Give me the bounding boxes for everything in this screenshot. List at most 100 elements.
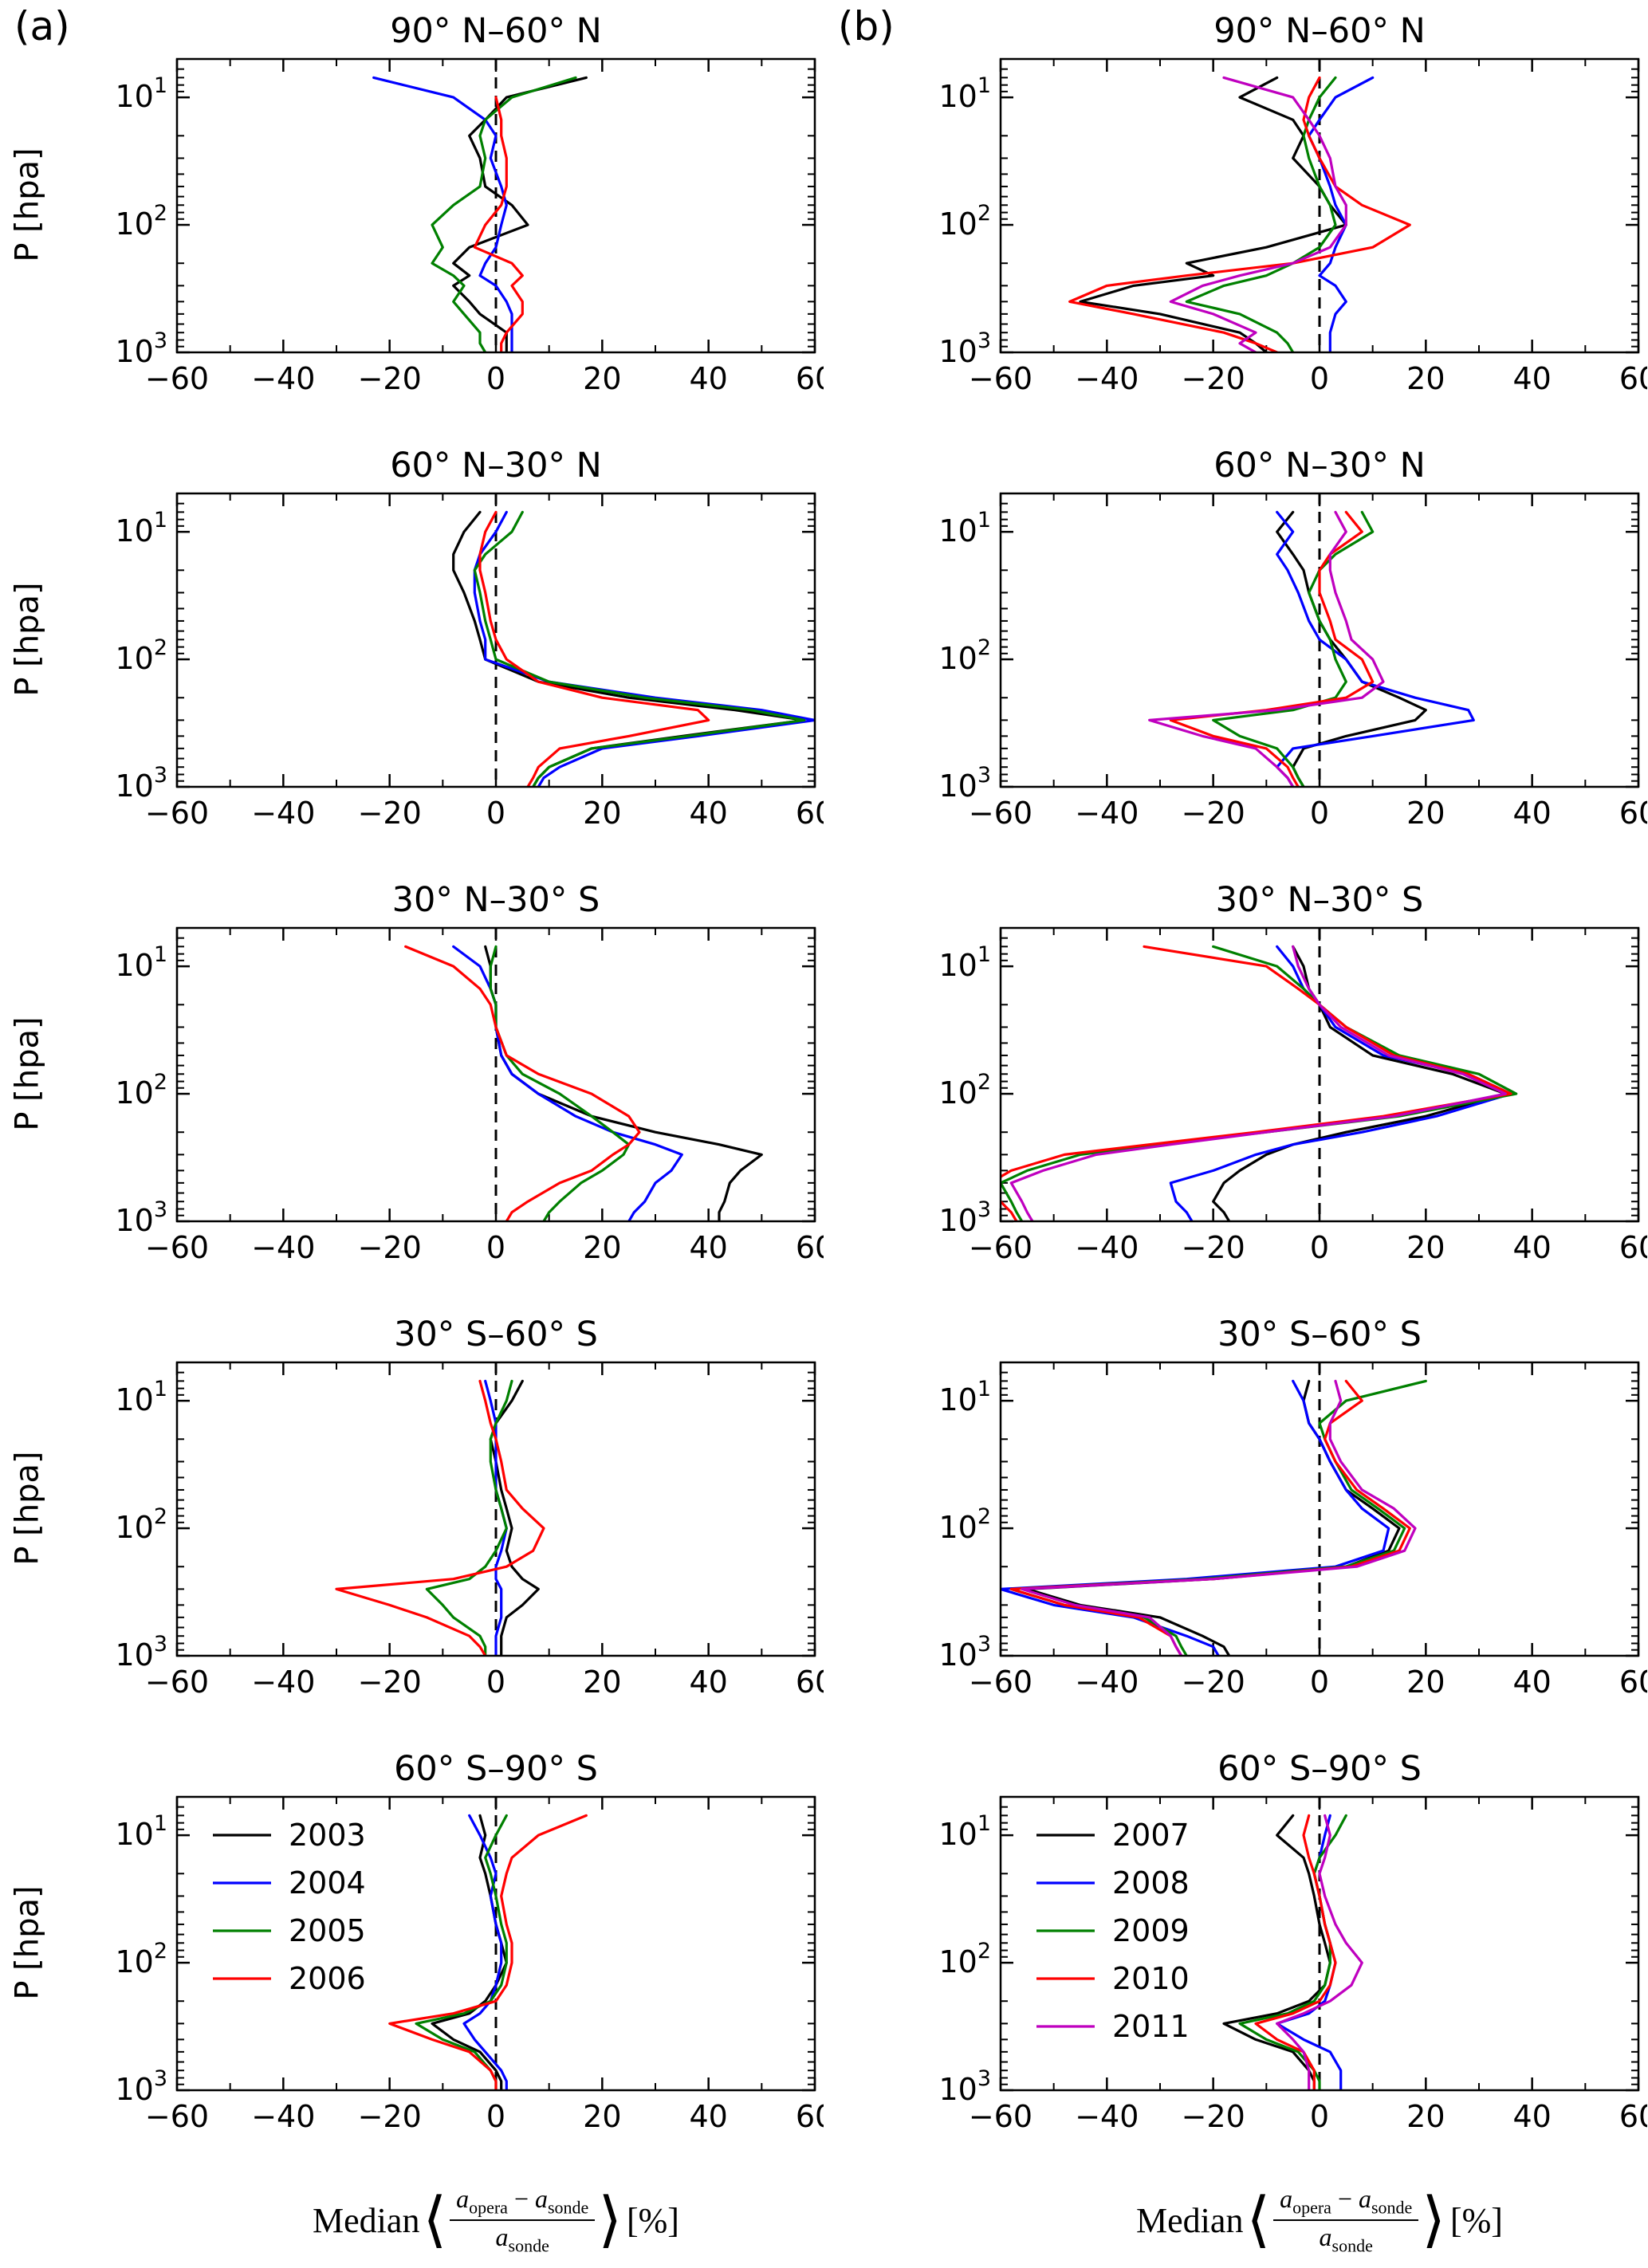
y-axis-label: P [hpa] — [10, 147, 46, 262]
legend-label-2010: 2010 — [1112, 1961, 1190, 1996]
svg-text:102: 102 — [938, 635, 991, 676]
series-2011 — [1169, 76, 1347, 352]
series-2007 — [1276, 510, 1427, 787]
formula-right-angle-bracket: ⟩ — [598, 2187, 622, 2254]
formula-prefix: Median — [313, 2200, 420, 2240]
series-2007 — [1025, 1379, 1401, 1656]
y-axis-label: P [hpa] — [10, 582, 46, 697]
svg-text:20: 20 — [583, 796, 621, 831]
panel-a-30n-30s: 30° N–30° S P [hpa] −60 −40 −20 0 20 40 60 101 1… — [0, 877, 824, 1311]
y-axis-label: P [hpa] — [10, 1885, 46, 2000]
svg-text:20: 20 — [583, 1230, 621, 1265]
plot-b-30n-30s: −60 −40 −20 0 20 40 60 101 102 103 — [938, 926, 1647, 1265]
series-2011 — [1276, 1814, 1363, 2090]
series-2005 — [425, 1379, 513, 1656]
svg-text:20: 20 — [583, 2099, 621, 2134]
svg-text:−60: −60 — [969, 1230, 1032, 1265]
series-2009 — [1185, 76, 1337, 352]
formula-suffix: [%] — [626, 2200, 679, 2240]
svg-text:20: 20 — [1406, 2099, 1445, 2134]
svg-text:−20: −20 — [358, 1665, 422, 1700]
svg-text:40: 40 — [689, 2099, 727, 2134]
svg-text:−20: −20 — [358, 796, 422, 831]
series-2010 — [1254, 1814, 1337, 2090]
series-2004 — [372, 76, 513, 352]
figure-label-b: (b) — [838, 3, 895, 49]
svg-text:101: 101 — [938, 508, 991, 548]
svg-text:0: 0 — [486, 1665, 505, 1700]
svg-text:−40: −40 — [1075, 1665, 1139, 1700]
plot-a-30s-60s: −60 −40 −20 0 20 40 60 101 102 103 — [115, 1361, 824, 1700]
panel-title: 60° N–30° N — [390, 446, 602, 485]
series-2004 — [484, 1379, 508, 1656]
panel-title: 60° S–90° S — [1217, 1749, 1422, 1789]
series-2010 — [1068, 76, 1411, 352]
svg-text:−60: −60 — [145, 2099, 209, 2134]
plot-a-60n-30n: −60 −40 −20 0 20 40 60 101 102 103 — [115, 492, 824, 831]
panel-title: 30° S–60° S — [394, 1315, 598, 1354]
panel-title: 60° N–30° N — [1213, 446, 1426, 485]
svg-text:60: 60 — [1619, 796, 1647, 831]
panel-b-90n-60n: 90° N–60° N −60 −40 −20 0 20 40 60 101 102 103 — [824, 8, 1647, 442]
series-2006 — [335, 1379, 545, 1656]
series-2009 — [1001, 945, 1518, 1221]
svg-text:0: 0 — [486, 1230, 505, 1265]
svg-text:−60: −60 — [145, 361, 209, 396]
figure-label-a: (a) — [14, 3, 70, 49]
svg-text:−20: −20 — [358, 1230, 422, 1265]
svg-text:20: 20 — [1406, 796, 1445, 831]
svg-text:101: 101 — [938, 1811, 991, 1852]
formula-left-angle-bracket: ⟨ — [423, 2187, 447, 2254]
svg-text:0: 0 — [486, 2099, 505, 2134]
svg-text:103: 103 — [938, 763, 991, 804]
panel-b-30s-60s: 30° S–60° S −60 −40 −20 0 20 40 60 101 102 103 — [824, 1311, 1647, 1746]
series-2007 — [1212, 945, 1507, 1221]
series-2008 — [1308, 76, 1375, 352]
plot-b-60s-90s: −60 −40 −20 0 20 40 60 101 102 103 2007 2008 2009 201… — [938, 1795, 1647, 2134]
svg-text:−60: −60 — [145, 796, 209, 831]
legend-label-2005: 2005 — [289, 1913, 366, 1948]
formula-fraction: aopera − asonde asonde — [450, 2184, 596, 2255]
series-2011 — [1021, 1379, 1417, 1656]
legend-label-2011: 2011 — [1112, 2009, 1190, 2044]
series-2004 — [473, 510, 815, 787]
panel-title: 30° N–30° S — [1215, 880, 1424, 920]
svg-text:60: 60 — [796, 361, 824, 396]
series-2011 — [1009, 945, 1507, 1221]
legend-label-2004: 2004 — [289, 1865, 366, 1900]
svg-text:0: 0 — [1310, 361, 1329, 396]
column-b: 90° N–60° N −60 −40 −20 0 20 40 60 101 102 103 60… — [824, 8, 1647, 2260]
svg-text:20: 20 — [1406, 361, 1445, 396]
panel-a-60n-30n: 60° N–30° N P [hpa] −60 −40 −20 0 20 40 60 101 1… — [0, 442, 824, 877]
panel-b-60s-90s: 60° S–90° S −60 −40 −20 0 20 40 60 101 102 103 200… — [824, 1746, 1647, 2180]
svg-text:−40: −40 — [251, 2099, 315, 2134]
svg-text:−60: −60 — [145, 1665, 209, 1700]
svg-text:20: 20 — [583, 1665, 621, 1700]
series-2006 — [478, 510, 710, 787]
svg-text:60: 60 — [796, 2099, 824, 2134]
svg-text:103: 103 — [115, 328, 167, 369]
series-2009 — [1212, 510, 1375, 787]
svg-text:60: 60 — [1619, 361, 1647, 396]
svg-text:−20: −20 — [358, 361, 422, 396]
panel-title: 30° N–30° S — [391, 880, 600, 920]
panel-title: 90° N–60° N — [1213, 11, 1426, 51]
svg-text:0: 0 — [486, 361, 505, 396]
svg-text:0: 0 — [1310, 1665, 1329, 1700]
svg-text:40: 40 — [1512, 796, 1551, 831]
svg-text:−20: −20 — [1182, 1230, 1245, 1265]
panel-title: 60° S–90° S — [394, 1749, 598, 1789]
svg-text:40: 40 — [1512, 1665, 1551, 1700]
formula-left-angle-bracket: ⟨ — [1246, 2187, 1271, 2254]
svg-text:102: 102 — [115, 635, 167, 676]
series-2006 — [473, 96, 524, 352]
svg-text:101: 101 — [115, 73, 167, 114]
panel-title: 90° N–60° N — [390, 11, 602, 51]
svg-text:−40: −40 — [251, 361, 315, 396]
svg-text:0: 0 — [486, 796, 505, 831]
svg-text:−40: −40 — [251, 1665, 315, 1700]
svg-text:102: 102 — [115, 1939, 167, 1979]
formula-suffix: [%] — [1449, 2200, 1503, 2240]
svg-text:−20: −20 — [358, 2099, 422, 2134]
svg-text:102: 102 — [938, 1070, 991, 1110]
